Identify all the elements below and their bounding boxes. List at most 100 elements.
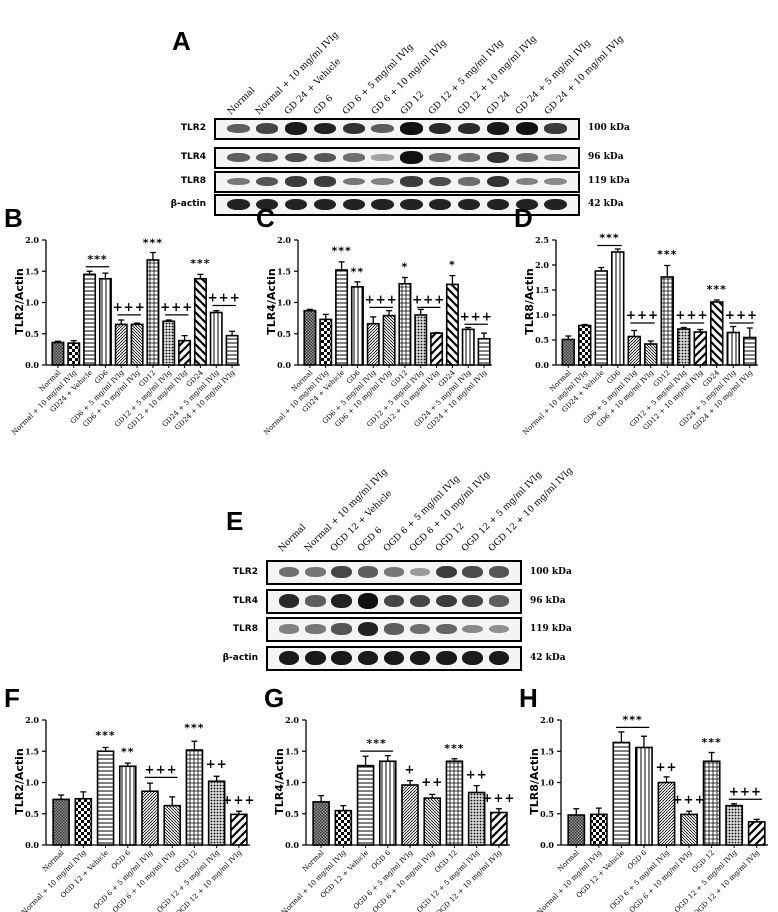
protein-band bbox=[357, 621, 378, 637]
significance-marker: +++ bbox=[626, 308, 659, 322]
protein-band bbox=[436, 623, 457, 635]
y-tick-label: 1.0 bbox=[25, 298, 39, 308]
bar bbox=[83, 273, 97, 366]
bar bbox=[445, 283, 459, 366]
protein-band bbox=[256, 152, 279, 163]
protein-band bbox=[278, 594, 300, 608]
bar bbox=[51, 341, 65, 366]
protein-band bbox=[313, 198, 337, 211]
bar bbox=[96, 750, 115, 846]
significance-marker: *** bbox=[331, 245, 351, 258]
bar bbox=[644, 343, 658, 366]
bar bbox=[401, 784, 419, 846]
y-tick-label: 0.5 bbox=[535, 335, 549, 345]
bar bbox=[319, 318, 333, 366]
significance-marker: *** bbox=[444, 742, 464, 755]
protein-band bbox=[342, 198, 365, 211]
significance-marker: *** bbox=[143, 237, 163, 250]
significance-marker: +++ bbox=[365, 292, 398, 306]
protein-band bbox=[284, 198, 308, 211]
y-tick-label: 0.0 bbox=[277, 360, 291, 370]
protein-band bbox=[227, 123, 250, 134]
protein-band bbox=[488, 595, 510, 607]
bar bbox=[356, 764, 375, 846]
bar bbox=[702, 760, 721, 846]
bar bbox=[423, 797, 442, 846]
bar bbox=[567, 814, 586, 846]
panel-letter-f: F bbox=[4, 683, 20, 713]
protein-band bbox=[342, 177, 365, 186]
protein-band bbox=[409, 568, 431, 576]
y-tick-label: 0.5 bbox=[540, 809, 554, 819]
significance-marker: ++ bbox=[466, 767, 488, 781]
y-tick-label: 2.5 bbox=[535, 235, 549, 245]
bar bbox=[74, 797, 93, 846]
bar-chart-c-tlr4: C TLR4/Actin 0.0 0.5 1.0 1.5 2.0 Normal Normal +… bbox=[252, 205, 512, 437]
protein-band bbox=[284, 176, 308, 187]
y-tick-label: 1.0 bbox=[535, 310, 549, 320]
x-tick-label: Normal + 10 mg/ml IVIg bbox=[521, 368, 589, 436]
protein-band bbox=[278, 624, 300, 634]
significance-marker: *** bbox=[623, 713, 643, 726]
bar bbox=[163, 804, 182, 846]
blot-row-label: TLR8 bbox=[232, 623, 258, 634]
panel-letter-g: G bbox=[264, 683, 285, 713]
x-tick-label: Normal + 10 mg/ml IVIg bbox=[10, 368, 78, 436]
protein-band bbox=[305, 650, 326, 666]
protein-band bbox=[409, 623, 431, 635]
protein-band bbox=[227, 198, 250, 211]
protein-band bbox=[462, 624, 483, 634]
western-blot-a: Normal Normal + 10 mg/ml IVIg GD 24 + Vehi… bbox=[0, 0, 778, 216]
protein-band bbox=[400, 151, 423, 164]
blot-row-label: TLR2 bbox=[180, 123, 206, 133]
significance-marker: +++ bbox=[222, 793, 255, 807]
y-tick-label: 0.0 bbox=[540, 840, 554, 850]
significance-marker: *** bbox=[707, 283, 727, 296]
significance-marker: + bbox=[404, 762, 415, 776]
protein-band bbox=[515, 153, 538, 162]
significance-marker: * bbox=[449, 258, 456, 271]
protein-band bbox=[462, 594, 483, 608]
y-tick-label: 1.0 bbox=[540, 778, 554, 788]
protein-band bbox=[429, 198, 452, 211]
molecular-weight-label: 96 kDa bbox=[588, 152, 624, 162]
protein-band bbox=[371, 123, 394, 134]
protein-band bbox=[544, 177, 567, 186]
y-tick-label: 1.5 bbox=[25, 266, 39, 276]
molecular-weight-label: 96 kDa bbox=[530, 595, 566, 606]
bar bbox=[67, 342, 81, 366]
bar bbox=[141, 790, 159, 846]
bar bbox=[52, 798, 70, 846]
significance-marker: *** bbox=[95, 729, 115, 742]
molecular-weight-label: 100 kDa bbox=[530, 566, 572, 577]
protein-band bbox=[383, 567, 405, 577]
protein-band bbox=[457, 122, 481, 135]
y-tick-label: 0.5 bbox=[277, 329, 291, 339]
protein-band bbox=[515, 177, 538, 186]
protein-band bbox=[313, 176, 337, 187]
protein-band bbox=[357, 566, 378, 578]
significance-marker: +++ bbox=[412, 292, 445, 306]
bar bbox=[382, 314, 396, 366]
significance-marker: * bbox=[402, 260, 409, 273]
significance-marker: ++ bbox=[421, 775, 443, 789]
y-tick-label: 1.5 bbox=[535, 285, 549, 295]
protein-band bbox=[313, 122, 337, 135]
significance-marker: +++ bbox=[482, 791, 515, 805]
protein-band bbox=[400, 122, 423, 135]
protein-band bbox=[429, 176, 452, 187]
bar bbox=[635, 746, 653, 846]
protein-band bbox=[544, 154, 567, 161]
bar bbox=[726, 331, 740, 366]
panel-letter-e: E bbox=[226, 506, 244, 536]
protein-band bbox=[383, 594, 405, 608]
y-tick-label: 1.0 bbox=[285, 778, 299, 788]
bar bbox=[193, 277, 207, 366]
protein-band bbox=[256, 198, 279, 211]
x-tick-label: Normal + 10 mg/ml IVIg bbox=[262, 368, 330, 436]
protein-band bbox=[515, 122, 538, 135]
